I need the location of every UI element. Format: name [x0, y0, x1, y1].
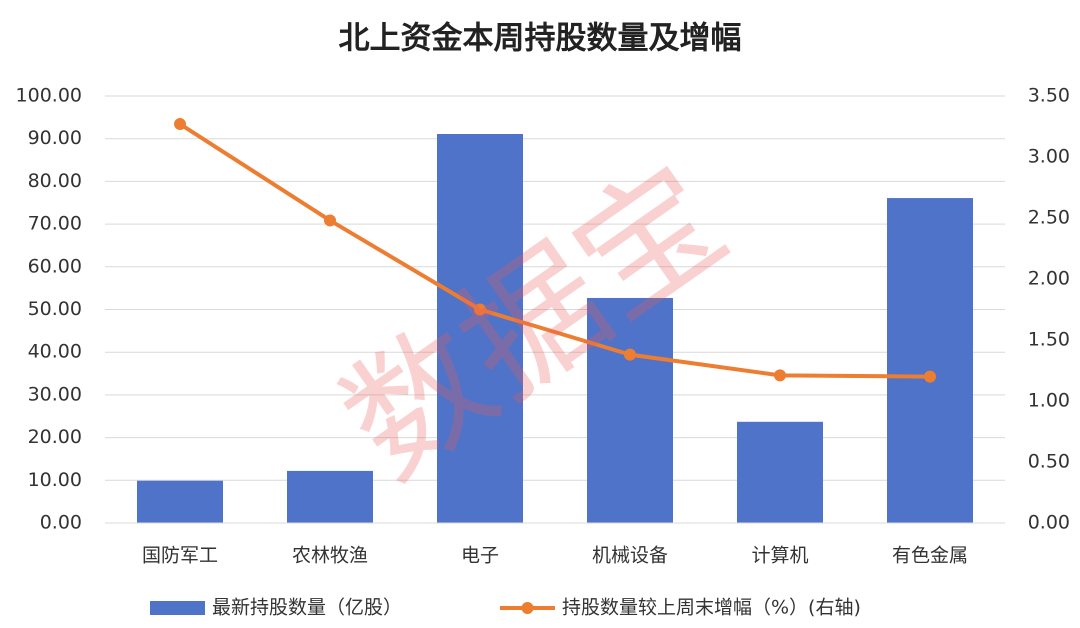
line-marker — [774, 369, 786, 382]
bar — [587, 297, 673, 523]
y-tick-label: 40.00 — [28, 341, 82, 363]
legend-marker — [521, 602, 534, 614]
x-tick-label: 农林牧渔 — [292, 545, 368, 567]
x-tick-label: 计算机 — [751, 545, 808, 567]
y-tick-label: 20.00 — [28, 426, 82, 448]
y-tick-label: 90.00 — [28, 127, 82, 149]
y2-tick-label: 3.50 — [1028, 85, 1070, 107]
y-tick-label: 50.00 — [28, 298, 82, 320]
line-marker — [624, 348, 636, 361]
legend-label: 最新持股数量（亿股） — [212, 597, 402, 619]
bar — [137, 480, 223, 523]
y2-tick-label: 0.50 — [1028, 451, 1070, 473]
line-marker — [924, 370, 936, 383]
y2-tick-label: 3.00 — [1028, 146, 1070, 168]
y-tick-label: 0.00 — [40, 512, 82, 534]
y-tick-label: 100.00 — [16, 85, 82, 107]
y-tick-label: 80.00 — [28, 170, 82, 192]
bar — [887, 198, 973, 524]
legend-swatch — [150, 601, 205, 615]
bar — [737, 421, 823, 523]
bar — [287, 470, 373, 523]
y-tick-label: 30.00 — [28, 383, 82, 405]
y-tick-label: 70.00 — [28, 213, 82, 235]
bar — [437, 134, 523, 524]
y2-tick-label: 2.00 — [1028, 268, 1070, 290]
x-tick-label: 电子 — [461, 545, 499, 567]
line-marker — [324, 214, 336, 227]
x-tick-label: 机械设备 — [592, 545, 668, 567]
line — [178, 122, 931, 379]
y2-tick-label: 2.50 — [1028, 207, 1070, 229]
legend-label: 持股数量较上周末增幅（%）(右轴) — [562, 597, 861, 619]
y2-tick-label: 1.50 — [1028, 329, 1070, 351]
chart-title: 北上资金本周持股数量及增幅 — [339, 21, 742, 57]
x-tick-label: 国防军工 — [142, 545, 218, 567]
y2-tick-label: 1.00 — [1028, 390, 1070, 412]
x-tick-label: 有色金属 — [892, 545, 968, 567]
line-marker — [174, 118, 186, 131]
y-tick-label: 10.00 — [28, 469, 82, 491]
y2-tick-label: 0.00 — [1028, 512, 1070, 534]
y-tick-label: 60.00 — [28, 255, 82, 277]
line-marker — [474, 303, 486, 316]
